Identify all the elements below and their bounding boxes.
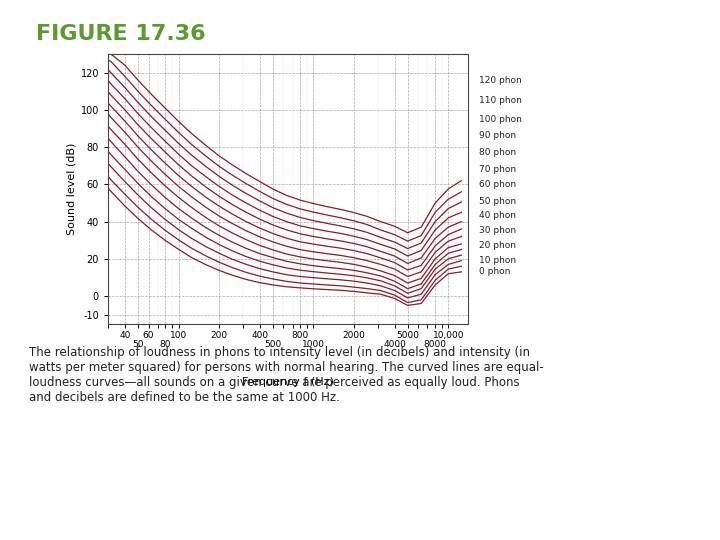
Y-axis label: Sound level (dB): Sound level (dB) [66, 143, 76, 235]
Text: 1000: 1000 [302, 340, 325, 349]
Text: 10,000: 10,000 [433, 330, 464, 340]
Text: 200: 200 [210, 330, 228, 340]
Text: 80: 80 [160, 340, 171, 349]
Text: 10 phon: 10 phon [479, 256, 516, 265]
Text: 5000: 5000 [396, 330, 419, 340]
Text: 0 phon: 0 phon [479, 267, 510, 276]
Text: 500: 500 [264, 340, 282, 349]
Text: The relationship of loudness in phons to intensity level (in decibels) and inten: The relationship of loudness in phons to… [29, 346, 544, 403]
Text: 110 phon: 110 phon [479, 96, 522, 105]
Text: 60: 60 [143, 330, 154, 340]
Text: 400: 400 [251, 330, 269, 340]
Text: FIGURE 17.36: FIGURE 17.36 [36, 24, 206, 44]
Text: 4000: 4000 [383, 340, 406, 349]
Text: 20 phon: 20 phon [479, 241, 516, 251]
Text: 80 phon: 80 phon [479, 148, 516, 157]
Text: 800: 800 [292, 330, 309, 340]
Text: 2000: 2000 [343, 330, 366, 340]
Text: 40 phon: 40 phon [479, 212, 516, 220]
Text: 120 phon: 120 phon [479, 76, 521, 85]
Text: 50 phon: 50 phon [479, 197, 516, 206]
Text: 90 phon: 90 phon [479, 131, 516, 140]
Text: 50: 50 [132, 340, 144, 349]
Text: 40: 40 [120, 330, 130, 340]
Text: 8000: 8000 [423, 340, 446, 349]
Text: 100 phon: 100 phon [479, 114, 522, 124]
Text: 100: 100 [170, 330, 187, 340]
X-axis label: Frequency f (Hz): Frequency f (Hz) [242, 377, 334, 388]
Text: 30 phon: 30 phon [479, 226, 516, 235]
Text: 60 phon: 60 phon [479, 180, 516, 189]
Text: 70 phon: 70 phon [479, 165, 516, 174]
